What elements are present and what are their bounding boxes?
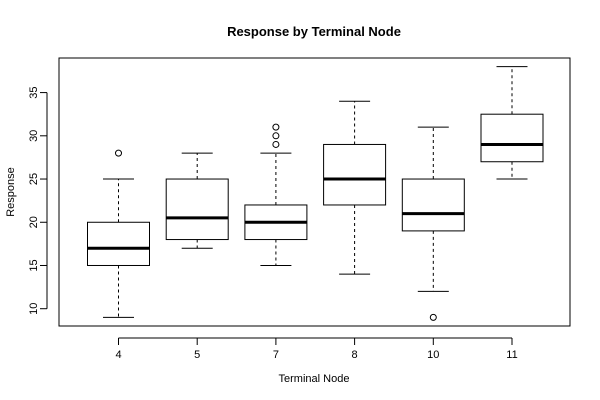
x-tick-label-8: 8 — [352, 349, 358, 361]
outlier-point — [272, 123, 280, 131]
box-iqr — [323, 143, 387, 206]
outlier-point — [272, 132, 280, 140]
y-tick-label-25: 25 — [28, 173, 40, 185]
x-tick-label-10: 10 — [427, 349, 439, 361]
x-tick-label-4: 4 — [115, 349, 121, 361]
y-tick-label-35: 35 — [28, 86, 40, 98]
plot-frame — [58, 57, 571, 327]
box-node-8 — [323, 100, 387, 275]
box-iqr — [480, 113, 544, 163]
x-tick-label-5: 5 — [194, 349, 200, 361]
y-tick-label-20: 20 — [28, 216, 40, 228]
y-tick-label-15: 15 — [28, 259, 40, 271]
outlier-point — [272, 140, 280, 148]
x-tick-label-7: 7 — [273, 349, 279, 361]
box-node-10 — [401, 126, 465, 321]
y-tick-label-30: 30 — [28, 130, 40, 142]
x-axis-label: Terminal Node — [279, 373, 350, 385]
box-iqr — [87, 221, 150, 266]
y-axis-label: Response — [5, 167, 17, 217]
box-node-11 — [480, 66, 544, 180]
x-axis: 4 5 7 8 10 11 — [115, 337, 518, 361]
chart-title: Response by Terminal Node — [227, 24, 401, 39]
y-tick-label-10: 10 — [28, 303, 40, 315]
boxes-group — [87, 66, 544, 321]
outlier-point — [115, 149, 122, 157]
box-node-7 — [244, 123, 308, 266]
x-tick-label-11: 11 — [506, 349, 517, 361]
box-node-5 — [165, 152, 229, 249]
box-iqr — [165, 178, 229, 241]
y-axis: 10 15 20 25 30 35 — [28, 86, 48, 315]
outlier-point — [429, 313, 437, 321]
box-node-4 — [87, 149, 150, 318]
box-iqr — [401, 178, 465, 232]
